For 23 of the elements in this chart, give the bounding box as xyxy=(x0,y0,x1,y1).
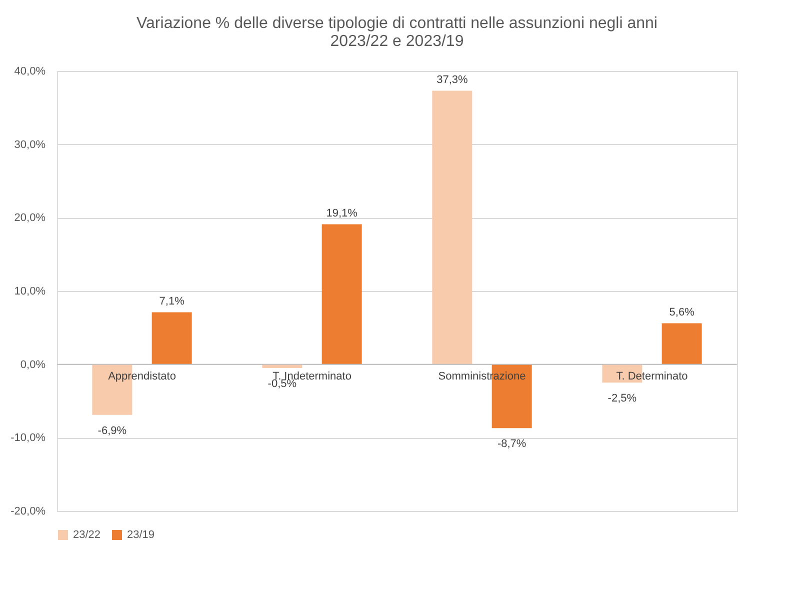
legend-label: 23/22 xyxy=(73,529,101,541)
legend-label: 23/19 xyxy=(127,529,155,541)
data-label: -6,9% xyxy=(98,424,127,437)
bar xyxy=(322,224,362,364)
y-tick-label: 0,0% xyxy=(20,358,46,371)
y-tick-label: 20,0% xyxy=(14,212,46,224)
y-tick-label: -20,0% xyxy=(10,506,46,518)
bar xyxy=(432,90,472,364)
y-tick-label: -10,0% xyxy=(10,432,46,444)
data-label: -2,5% xyxy=(608,392,637,405)
y-tick-label: 10,0% xyxy=(14,286,46,298)
data-label: 7,1% xyxy=(159,295,185,308)
chart-title: Variazione % delle diverse tipologie di contratti nelle assunzioni negli anni 2023/22 e 2023/19 xyxy=(136,15,658,50)
bar xyxy=(662,323,702,364)
bar xyxy=(152,312,192,364)
x-tick-label: Apprendistato xyxy=(108,370,176,382)
data-label: 19,1% xyxy=(326,207,358,220)
data-label: 5,6% xyxy=(669,306,695,318)
data-label: -8,7% xyxy=(497,438,526,450)
x-tick-label: T. Determinato xyxy=(616,370,688,382)
y-tick-label: 40,0% xyxy=(14,66,46,78)
data-label: 37,3% xyxy=(436,74,468,86)
y-tick-label: 30,0% xyxy=(14,138,46,151)
